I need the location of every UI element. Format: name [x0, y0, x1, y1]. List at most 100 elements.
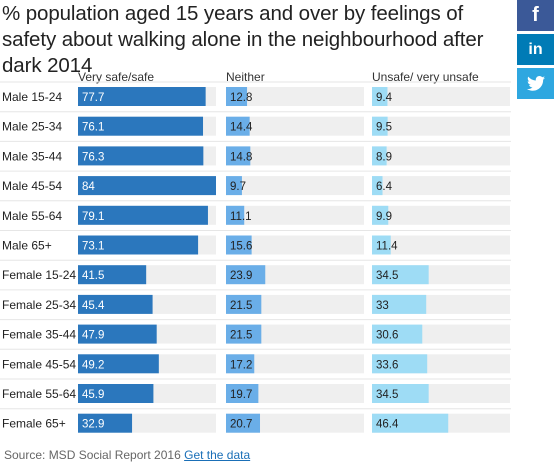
data-label: 11.4 — [376, 241, 398, 253]
bar-safe — [78, 354, 159, 374]
bar-neither — [226, 294, 262, 314]
data-label: 21.5 — [230, 300, 252, 312]
data-label: 23.9 — [230, 270, 252, 282]
column-header-safe: Very safe/safe — [78, 70, 155, 84]
bar-track — [226, 205, 364, 225]
category-label: Male 25-34 — [2, 120, 62, 134]
bar-safe — [78, 205, 208, 225]
category-label: Male 15-24 — [2, 90, 62, 104]
data-label: 45.4 — [82, 300, 105, 312]
category-label: Female 35-44 — [2, 328, 76, 342]
source-text: Source: MSD Social Report 2016 — [4, 448, 181, 462]
bar-neither — [226, 235, 252, 255]
data-label: 76.1 — [82, 122, 104, 134]
bar-neither — [226, 354, 255, 374]
linkedin-share-button[interactable]: in — [517, 34, 554, 65]
bar-unsafe — [372, 235, 391, 255]
category-label: Male 65+ — [2, 239, 52, 253]
bar-track — [226, 384, 364, 403]
linkedin-icon: in — [528, 40, 543, 58]
data-label: 47.9 — [82, 330, 104, 342]
data-label: 33 — [376, 300, 389, 312]
bar-track — [226, 354, 364, 374]
bar-unsafe — [372, 294, 427, 314]
bar-safe — [78, 384, 154, 403]
bar-safe — [78, 294, 153, 314]
category-label: Female 45-54 — [2, 357, 76, 371]
bar-unsafe — [372, 116, 388, 136]
data-label: 46.4 — [376, 419, 399, 431]
bar-track — [226, 176, 364, 196]
data-label: 45.9 — [82, 389, 104, 401]
bar-track — [372, 116, 510, 136]
bar-safe — [78, 265, 147, 285]
bar-unsafe — [372, 87, 388, 106]
bar-unsafe — [372, 265, 429, 285]
bar-track — [372, 176, 510, 196]
data-label: 9.7 — [230, 181, 246, 193]
data-label: 21.5 — [230, 330, 252, 342]
data-label: 73.1 — [82, 241, 104, 253]
facebook-share-button[interactable]: f — [517, 0, 554, 31]
data-label: 41.5 — [82, 270, 104, 282]
bar-track — [372, 146, 510, 166]
bar-unsafe — [372, 324, 423, 344]
bar-unsafe — [372, 354, 428, 374]
category-label: Female 65+ — [2, 417, 66, 431]
bar-neither — [226, 87, 248, 106]
data-label: 79.1 — [82, 211, 104, 223]
data-label: 32.9 — [82, 419, 104, 431]
bar-neither — [226, 384, 259, 403]
data-label: 15.6 — [230, 241, 252, 253]
data-label: 76.3 — [82, 151, 104, 163]
data-label: 14.4 — [230, 122, 253, 134]
facebook-icon: f — [532, 4, 539, 26]
bar-neither — [226, 413, 261, 433]
bar-safe — [78, 87, 206, 106]
column-header-unsafe: Unsafe/ very unsafe — [372, 70, 479, 84]
bar-track — [226, 146, 364, 166]
data-label: 77.7 — [82, 92, 104, 104]
data-label: 11.1 — [230, 211, 252, 223]
data-label: 9.9 — [376, 211, 392, 223]
bar-neither — [226, 116, 250, 136]
bar-track — [226, 413, 364, 433]
bar-track — [226, 87, 364, 106]
bar-unsafe — [372, 176, 383, 196]
data-label: 34.5 — [376, 270, 398, 282]
category-label: Male 35-44 — [2, 149, 62, 163]
data-label: 8.9 — [376, 151, 392, 163]
bar-unsafe — [372, 146, 387, 166]
category-label: Female 25-34 — [2, 298, 76, 312]
bar-neither — [226, 265, 266, 285]
bar-unsafe — [372, 384, 429, 403]
bar-neither — [226, 146, 251, 166]
bar-safe — [78, 413, 133, 433]
bar-safe — [78, 176, 216, 196]
bar-track — [372, 205, 510, 225]
bar-neither — [226, 205, 245, 225]
category-label: Male 45-54 — [2, 179, 62, 193]
data-label: 19.7 — [230, 389, 252, 401]
chart-title: % population aged 15 years and over by f… — [2, 2, 484, 77]
data-label: 30.6 — [376, 330, 398, 342]
bar-neither — [226, 176, 242, 196]
data-label: 12.8 — [230, 92, 252, 104]
category-label: Female 15-24 — [2, 268, 76, 282]
bar-unsafe — [372, 413, 449, 433]
data-label: 9.5 — [376, 122, 392, 134]
bar-neither — [226, 324, 262, 344]
data-label: 9.4 — [376, 92, 393, 104]
data-label: 17.2 — [230, 359, 252, 371]
category-label: Female 55-64 — [2, 387, 76, 401]
bar-unsafe — [372, 205, 389, 225]
bar-chart: Male 15-24 77.7 12.8 9.4 Male 25-34 76.1 14.4 9… — [0, 81, 511, 433]
get-data-link[interactable]: Get the data — [184, 448, 251, 462]
data-label: 84 — [82, 181, 95, 193]
bar-safe — [78, 235, 199, 255]
footer: Source: MSD Social Report 2016 Get the d… — [4, 448, 250, 462]
column-header-neither: Neither — [226, 70, 265, 84]
bar-safe — [78, 146, 204, 166]
data-label: 20.7 — [230, 419, 252, 431]
twitter-share-button[interactable] — [517, 68, 554, 99]
